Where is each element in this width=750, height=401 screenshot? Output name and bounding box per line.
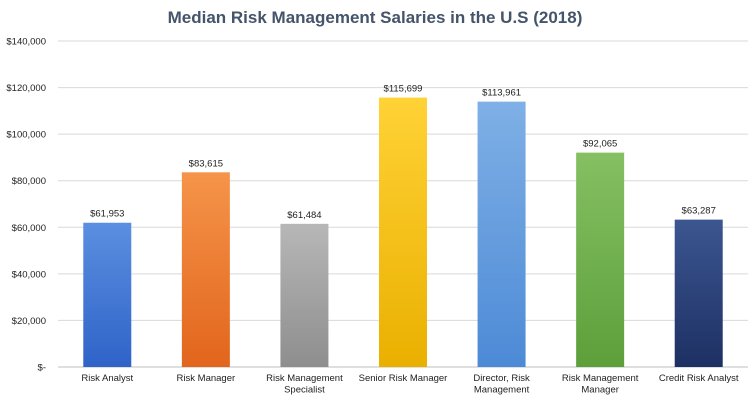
x-tick-label: Risk Management Specialist <box>266 373 343 396</box>
data-label: $63,287 <box>682 206 716 217</box>
data-label: $83,615 <box>189 158 223 169</box>
data-label: $92,065 <box>583 139 617 150</box>
y-tick-label: $40,000 <box>12 269 46 280</box>
bar-risk-management-specialist <box>280 223 329 367</box>
bars <box>83 97 723 368</box>
y-tick-label: $100,000 <box>6 130 46 141</box>
y-tick-label: $120,000 <box>6 83 46 94</box>
data-label: $61,953 <box>90 209 124 220</box>
data-labels: $61,953 $83,615 $61,484 $115,699 $113,961 $92… <box>90 84 716 221</box>
bar-director-risk-management <box>477 101 526 368</box>
y-axis-ticks: $- $20,000 $40,000 $60,000 $80,000 $100,000 $1… <box>6 37 46 374</box>
y-tick-label: $- <box>38 363 46 374</box>
bar-credit-risk-analyst <box>674 219 723 367</box>
x-tick-label: Director, Risk Management <box>473 373 530 396</box>
y-tick-label: $80,000 <box>12 176 46 187</box>
x-tick-label: Credit Risk Analyst <box>659 373 739 384</box>
x-tick-label: Risk Manager <box>177 373 236 384</box>
x-tick-label: Risk Management Manager <box>562 373 639 396</box>
y-tick-label: $140,000 <box>6 37 46 48</box>
x-axis-ticks: Risk Analyst Risk Manager Risk Management S… <box>81 373 739 396</box>
x-tick-label: Senior Risk Manager <box>359 373 448 384</box>
y-tick-label: $60,000 <box>12 223 46 234</box>
data-label: $115,699 <box>384 84 423 95</box>
bar-senior-risk-manager <box>379 97 427 368</box>
bar-risk-analyst <box>83 222 132 367</box>
bar-risk-management-manager <box>576 152 625 367</box>
bar-risk-manager <box>181 172 230 367</box>
x-tick-label: Risk Analyst <box>81 373 133 384</box>
chart-title: Median Risk Management Salaries in the U… <box>167 8 583 27</box>
data-label: $61,484 <box>287 210 321 221</box>
data-label: $113,961 <box>482 88 521 99</box>
y-tick-label: $20,000 <box>12 316 46 327</box>
